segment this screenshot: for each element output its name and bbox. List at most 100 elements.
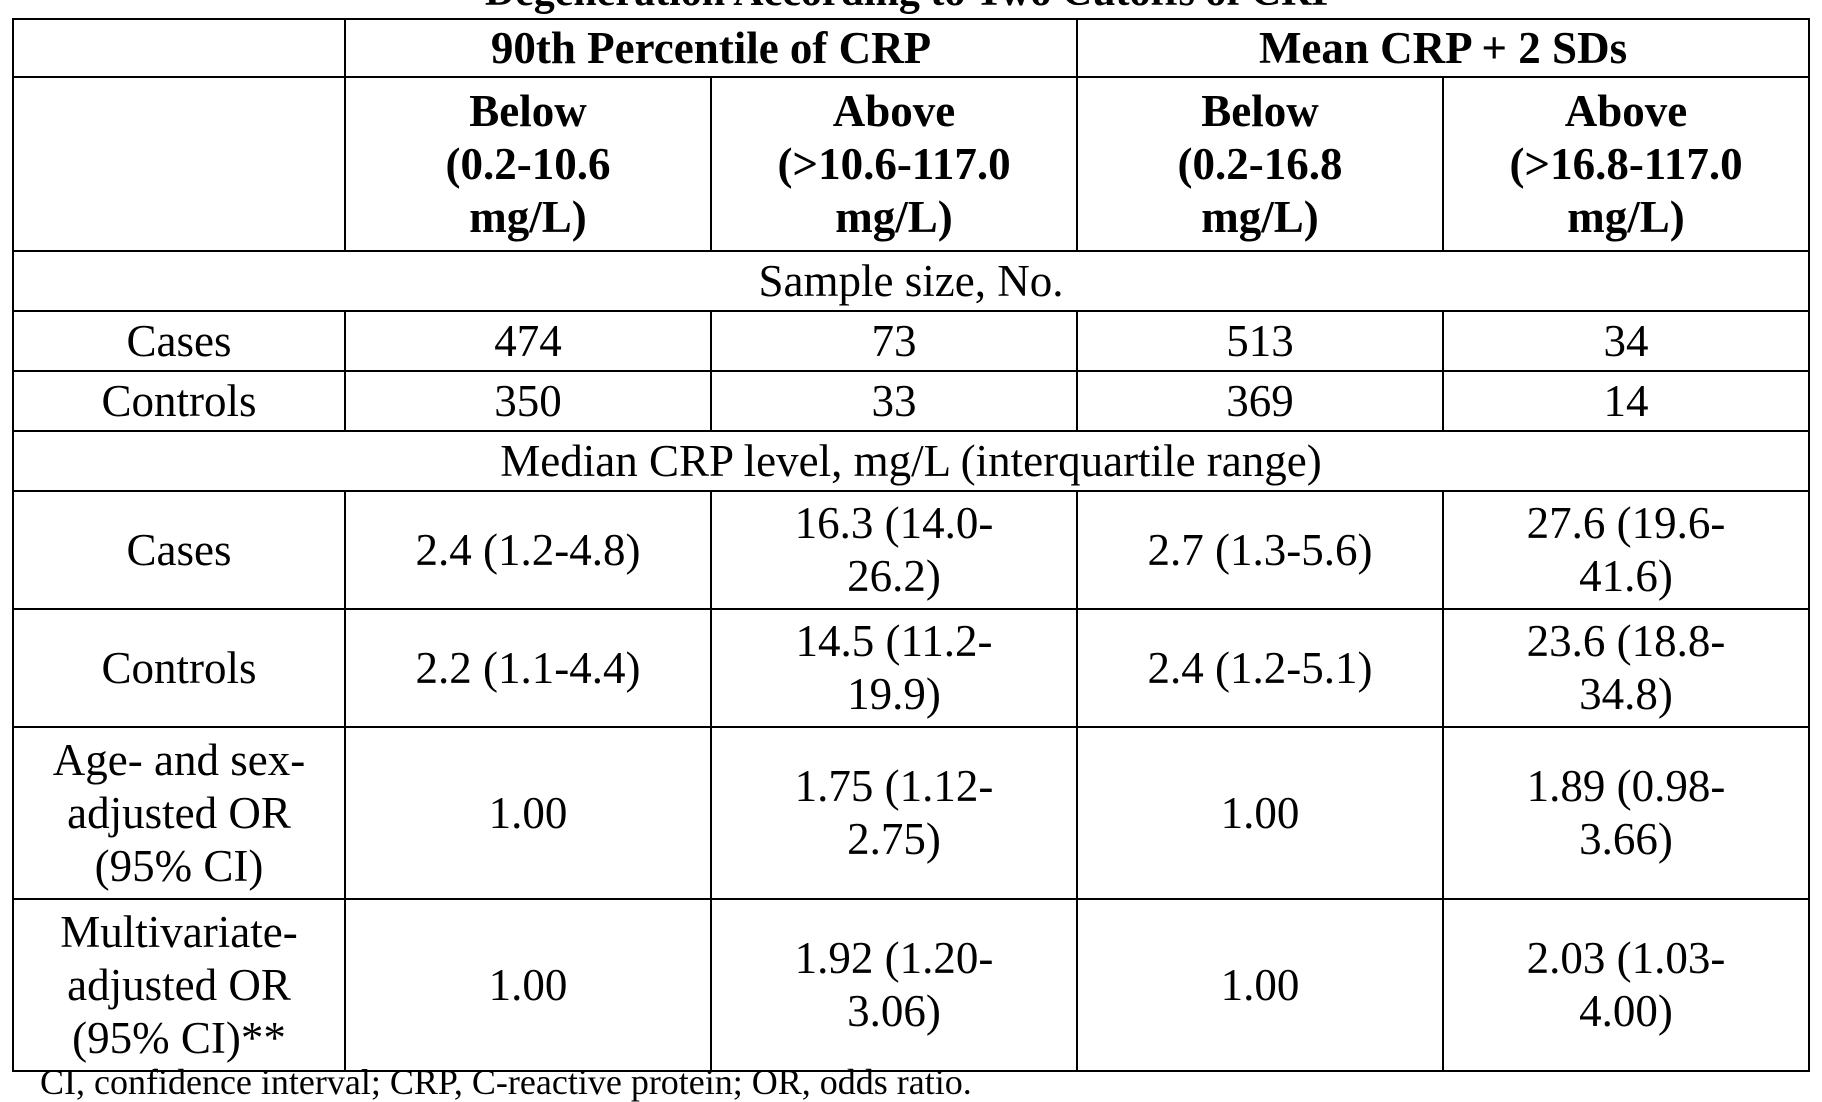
data-cell: 350 xyxy=(345,371,711,431)
cell-line: 1.00 xyxy=(354,787,702,840)
cell-line: 1.00 xyxy=(1086,787,1434,840)
header-90th-above: Above (>10.6-117.0 mg/L) xyxy=(711,77,1077,251)
cell-line: 14 xyxy=(1452,375,1800,428)
cell-line: 3.06) xyxy=(720,985,1068,1038)
cell-line: (95% CI) xyxy=(22,840,336,893)
cell-line: 34.8) xyxy=(1452,668,1800,721)
section-row-sample-size: Sample size, No. xyxy=(13,251,1809,311)
cell-line: 41.6) xyxy=(1452,550,1800,603)
header-range: (0.2-10.6 xyxy=(354,138,702,191)
cell-line: 1.92 (1.20- xyxy=(720,932,1068,985)
header-mean-plus-2sd: Mean CRP + 2 SDs xyxy=(1077,19,1809,77)
header-range: (>10.6-117.0 xyxy=(720,138,1068,191)
data-cell: 513 xyxy=(1077,311,1443,371)
data-cell: 1.00 xyxy=(1077,899,1443,1071)
data-cell: 2.4 (1.2-5.1) xyxy=(1077,609,1443,727)
table-row: Cases 474 73 513 34 xyxy=(13,311,1809,371)
data-cell: 2.03 (1.03-4.00) xyxy=(1443,899,1809,1071)
cell-line: 350 xyxy=(354,375,702,428)
cell-line: 1.75 (1.12- xyxy=(720,760,1068,813)
cell-line: adjusted OR xyxy=(22,959,336,1012)
header-row-ranges: Below (0.2-10.6 mg/L) Above (>10.6-117.0… xyxy=(13,77,1809,251)
header-unit: mg/L) xyxy=(1452,191,1800,244)
row-label: Controls xyxy=(13,609,345,727)
section-label-sample-size: Sample size, No. xyxy=(13,251,1809,311)
cell-line: 1.00 xyxy=(1086,959,1434,1012)
header-unit: mg/L) xyxy=(1086,191,1434,244)
cell-line: Cases xyxy=(22,315,336,368)
data-cell: 1.89 (0.98-3.66) xyxy=(1443,727,1809,899)
header-range: (0.2-16.8 xyxy=(1086,138,1434,191)
table-caption: Degeneration According to Two Cutoffs of… xyxy=(0,0,1822,14)
row-label: Cases xyxy=(13,491,345,609)
cell-line: 16.3 (14.0- xyxy=(720,497,1068,550)
cell-line: 2.4 (1.2-4.8) xyxy=(354,524,702,577)
data-cell: 14.5 (11.2-19.9) xyxy=(711,609,1077,727)
cell-line: 1.00 xyxy=(354,959,702,1012)
cell-line: 23.6 (18.8- xyxy=(1452,615,1800,668)
data-cell: 474 xyxy=(345,311,711,371)
cell-line: 474 xyxy=(354,315,702,368)
cell-line: 26.2) xyxy=(720,550,1068,603)
table-row: Controls2.2 (1.1-4.4)14.5 (11.2-19.9)2.4… xyxy=(13,609,1809,727)
cell-line: 19.9) xyxy=(720,668,1068,721)
data-cell: 73 xyxy=(711,311,1077,371)
cell-line: 27.6 (19.6- xyxy=(1452,497,1800,550)
header-label: Above xyxy=(720,85,1068,138)
row-label: Age- and sex-adjusted OR(95% CI) xyxy=(13,727,345,899)
data-cell: 27.6 (19.6-41.6) xyxy=(1443,491,1809,609)
cell-line: Controls xyxy=(22,375,336,428)
cell-line: Controls xyxy=(22,642,336,695)
cell-line: 1.89 (0.98- xyxy=(1452,760,1800,813)
row-label: Controls xyxy=(13,371,345,431)
header-label: Below xyxy=(354,85,702,138)
table-footnote: CI, confidence interval; CRP, C-reactive… xyxy=(40,1062,972,1102)
data-cell: 2.7 (1.3-5.6) xyxy=(1077,491,1443,609)
crp-table: 90th Percentile of CRP Mean CRP + 2 SDs … xyxy=(12,18,1810,1072)
header-mean-above: Above (>16.8-117.0 mg/L) xyxy=(1443,77,1809,251)
table-row: Controls 350 33 369 14 xyxy=(13,371,1809,431)
data-cell: 1.00 xyxy=(1077,727,1443,899)
data-cell: 2.4 (1.2-4.8) xyxy=(345,491,711,609)
data-cell: 1.00 xyxy=(345,899,711,1071)
data-cell: 14 xyxy=(1443,371,1809,431)
data-cell: 1.92 (1.20-3.06) xyxy=(711,899,1077,1071)
cell-line: (95% CI)** xyxy=(22,1012,336,1065)
header-unit: mg/L) xyxy=(720,191,1068,244)
data-cell: 23.6 (18.8-34.8) xyxy=(1443,609,1809,727)
cell-line: 2.03 (1.03- xyxy=(1452,932,1800,985)
table-row: Age- and sex-adjusted OR(95% CI)1.001.75… xyxy=(13,727,1809,899)
header-mean-below: Below (0.2-16.8 mg/L) xyxy=(1077,77,1443,251)
cell-line: 33 xyxy=(720,375,1068,428)
cell-line: 3.66) xyxy=(1452,813,1800,866)
data-cell: 369 xyxy=(1077,371,1443,431)
empty-header-cell xyxy=(13,77,345,251)
cell-line: 2.4 (1.2-5.1) xyxy=(1086,642,1434,695)
cell-line: 2.75) xyxy=(720,813,1068,866)
header-range: (>16.8-117.0 xyxy=(1452,138,1800,191)
cell-line: 73 xyxy=(720,315,1068,368)
table-row: Cases2.4 (1.2-4.8)16.3 (14.0-26.2)2.7 (1… xyxy=(13,491,1809,609)
cell-line: Age- and sex- xyxy=(22,734,336,787)
section-label-median: Median CRP level, mg/L (interquartile ra… xyxy=(13,431,1809,491)
cell-line: Cases xyxy=(22,524,336,577)
header-label: Above xyxy=(1452,85,1800,138)
cell-line: 2.2 (1.1-4.4) xyxy=(354,642,702,695)
data-cell: 16.3 (14.0-26.2) xyxy=(711,491,1077,609)
data-cell: 1.00 xyxy=(345,727,711,899)
cell-line: 2.7 (1.3-5.6) xyxy=(1086,524,1434,577)
header-unit: mg/L) xyxy=(354,191,702,244)
header-row-groups: 90th Percentile of CRP Mean CRP + 2 SDs xyxy=(13,19,1809,77)
header-label: Below xyxy=(1086,85,1434,138)
row-label: Cases xyxy=(13,311,345,371)
data-cell: 2.2 (1.1-4.4) xyxy=(345,609,711,727)
cell-line: 34 xyxy=(1452,315,1800,368)
section-row-median: Median CRP level, mg/L (interquartile ra… xyxy=(13,431,1809,491)
header-90th-percentile: 90th Percentile of CRP xyxy=(345,19,1077,77)
cell-line: 14.5 (11.2- xyxy=(720,615,1068,668)
data-cell: 34 xyxy=(1443,311,1809,371)
cell-line: 513 xyxy=(1086,315,1434,368)
cell-line: 369 xyxy=(1086,375,1434,428)
cell-line: 4.00) xyxy=(1452,985,1800,1038)
cell-line: Multivariate- xyxy=(22,906,336,959)
